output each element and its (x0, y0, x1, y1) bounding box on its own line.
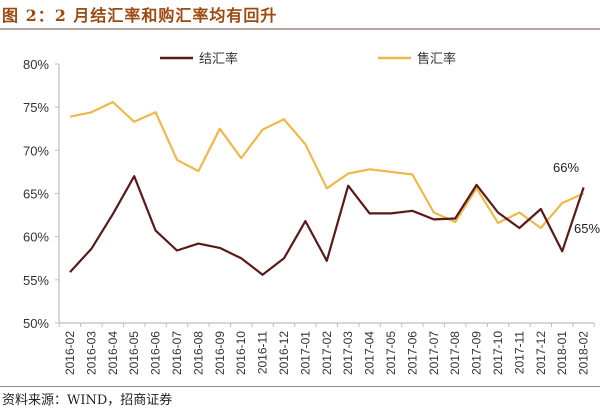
legend-sale: 售汇率 (378, 51, 456, 67)
x-tick-label: 2016-08 (191, 331, 205, 375)
x-tick-label: 2016-03 (84, 331, 98, 375)
x-tick-label: 2017-09 (470, 331, 484, 375)
legend-label: 结汇率 (199, 51, 238, 67)
x-tick-label: 2017-02 (320, 331, 334, 375)
x-tick-label: 2018-02 (577, 331, 591, 375)
series-sale-line (69, 100, 585, 230)
source-note: 资料来源：WIND，招商证券 (2, 393, 173, 408)
x-tick-label: 2017-01 (298, 331, 312, 375)
x-tick-label: 2016-11 (256, 331, 270, 374)
y-tick-label: 80% (23, 57, 49, 72)
source-divider (0, 386, 600, 387)
x-tick-label: 2017-05 (384, 331, 398, 375)
x-tick-label: 2017-03 (341, 331, 355, 375)
x-tick-label: 2017-04 (363, 331, 377, 375)
y-tick-label: 50% (23, 316, 49, 331)
y-tick-label: 55% (23, 273, 49, 288)
x-tick-label: 2017-07 (427, 331, 441, 375)
series-settlement-line (69, 175, 585, 276)
legend-settlement: 结汇率 (160, 51, 238, 67)
x-tick-label: 2016-05 (127, 331, 141, 375)
x-tick-label: 2017-10 (491, 331, 505, 375)
annotation-sale-latest: 65% (574, 221, 600, 236)
legend-label: 售汇率 (417, 51, 456, 67)
line-chart: 50% 55% 60% 65% 70% 75% 80% 2016-02 2016-03 2016-… (23, 51, 600, 375)
chart-title: 图 2：2 月结汇率和购汇率均有回升 (2, 6, 278, 25)
annotation-settlement-latest: 66% (553, 160, 579, 175)
x-tick-label: 2016-07 (170, 331, 184, 375)
y-tick-label: 60% (23, 230, 49, 245)
x-tick-label: 2017-08 (448, 331, 462, 375)
y-tick-label: 70% (23, 143, 49, 158)
x-tick-label: 2016-10 (234, 331, 248, 375)
x-tick-label: 2016-09 (213, 331, 227, 375)
x-tick-label: 2017-11 (512, 331, 526, 374)
y-tick-label: 65% (23, 187, 49, 202)
x-tick-label: 2016-04 (106, 331, 120, 375)
x-tick-label: 2017-12 (534, 331, 548, 375)
x-tick-label: 2016-02 (63, 331, 77, 375)
x-tick-label: 2017-06 (405, 331, 419, 375)
y-tick-label: 75% (23, 100, 49, 115)
x-tick-label: 2016-12 (277, 331, 291, 375)
x-tick-label: 2018-01 (555, 331, 569, 375)
title-divider (0, 28, 600, 30)
x-tick-label: 2016-06 (149, 331, 163, 375)
